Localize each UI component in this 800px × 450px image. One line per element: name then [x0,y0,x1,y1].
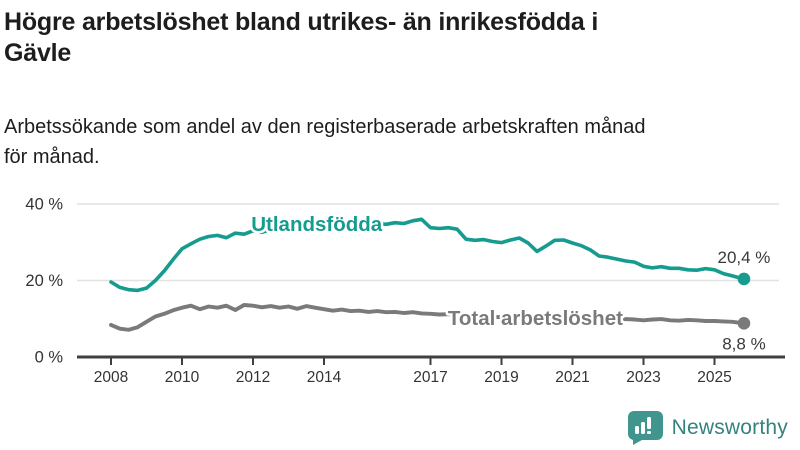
newsworthy-logo: Newsworthy [626,410,788,445]
page-title-line-2: Gävle [4,38,72,67]
series-end-dot-total [737,317,751,330]
x-axis-tick-label: 2025 [697,369,731,386]
y-axis-tick-label: 20 % [25,272,63,290]
y-axis-tick-label: 0 % [35,349,64,367]
series-end-dot-utlandsfodda [737,272,751,286]
x-axis-tick-label: 2014 [307,369,342,386]
x-axis-tick-label: 2017 [413,369,447,386]
x-axis-tick-label: 2010 [165,369,200,386]
y-axis-tick-label: 40 % [25,196,63,214]
newsworthy-wordmark: Newsworthy [671,415,788,439]
series-line-utlandsfodda [109,217,746,293]
newsworthy-bar-chart-icon [627,411,663,445]
end-value-label-utlandsfodda: 20,4 % [717,248,770,267]
chart-subtitle: Arbetssökande som andel av den registerb… [4,112,784,172]
series-line-total [109,303,746,332]
chart-subtitle-line-2: för månad. [4,146,100,168]
series-label-utlandsfodda: Utlandsfödda [251,213,383,236]
page-title-line-1: Högre arbetslöshet bland utrikes- än inr… [4,8,599,36]
x-axis-tick-label: 2008 [94,369,128,386]
chart-subtitle-line-1: Arbetssökande som andel av den registerb… [4,116,646,138]
x-axis-tick-label: 2021 [555,369,589,386]
end-value-label-total: 8,8 % [722,334,765,353]
page-title: Högre arbetslöshet bland utrikes- än inr… [4,7,744,68]
x-axis-tick-label: 2023 [626,369,660,386]
series-label-total: Total arbetslöshet [448,307,623,330]
x-axis-tick-label: 2012 [236,369,270,386]
x-axis-tick-label: 2019 [484,369,518,386]
